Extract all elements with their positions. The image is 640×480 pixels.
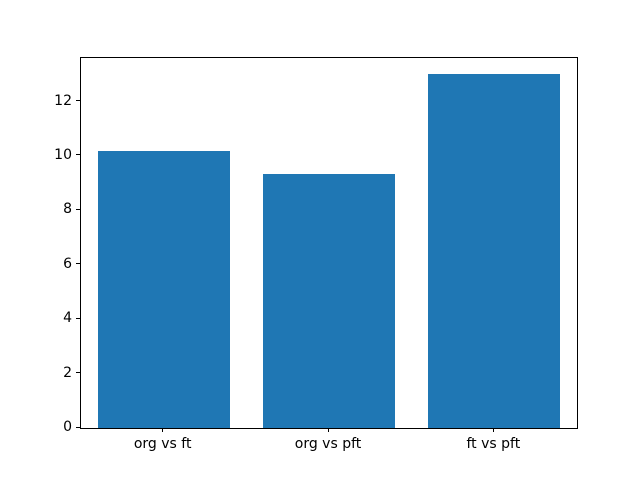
y-tick-label: 4 <box>63 310 72 327</box>
y-tick-label: 8 <box>63 201 72 218</box>
bar-org-vs-pft <box>262 173 396 428</box>
x-tick-label: org vs pft <box>294 436 362 452</box>
bar-org-vs-ft <box>97 150 230 428</box>
plot-area <box>80 57 578 429</box>
y-tick-label: 12 <box>54 92 72 109</box>
y-tick-label: 2 <box>63 364 72 381</box>
y-tick-label: 6 <box>63 255 72 272</box>
x-tick-label: org vs ft <box>133 436 192 452</box>
y-tick-label: 0 <box>63 419 72 435</box>
x-tick-label: ft vs pft <box>466 436 521 452</box>
bar-ft-vs-pft <box>428 74 561 428</box>
y-tick-label: 10 <box>54 146 72 163</box>
